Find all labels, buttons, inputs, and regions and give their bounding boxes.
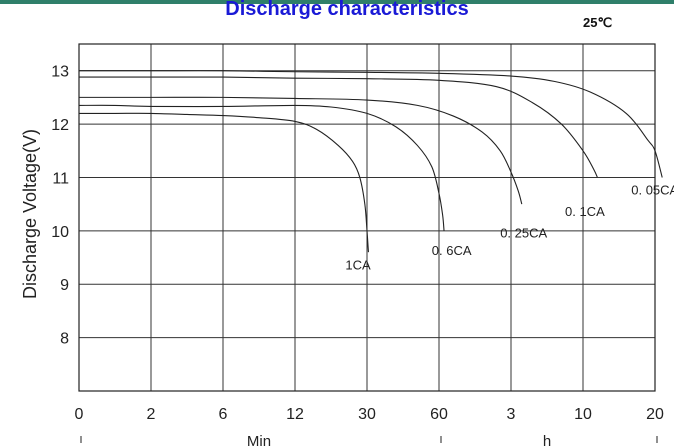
y-tick-label: 13 bbox=[51, 64, 69, 81]
temperature-label: 25℃ bbox=[583, 15, 613, 30]
x-tick-label: 30 bbox=[358, 406, 376, 423]
discharge-curve bbox=[79, 70, 663, 178]
y-tick-label: 12 bbox=[51, 117, 69, 134]
discharge-curve bbox=[79, 96, 523, 205]
x-tick-label: 6 bbox=[219, 406, 228, 423]
y-tick-label: 11 bbox=[52, 170, 69, 187]
x-group-label: h bbox=[543, 433, 551, 448]
top-border bbox=[0, 0, 674, 4]
discharge-curves: 1CA 0. 6CA 0. 25CA 0. 1CA 0. 05CA bbox=[78, 70, 674, 272]
y-tick-label: 9 bbox=[60, 277, 69, 294]
plot-frame bbox=[78, 43, 656, 392]
x-tick-label: 12 bbox=[286, 406, 304, 423]
x-tick-label: 20 bbox=[646, 406, 664, 423]
discharge-curve bbox=[79, 76, 598, 178]
y-tick-labels: 8 9 10 11 12 13 bbox=[51, 64, 69, 348]
x-group-label: Min bbox=[247, 433, 271, 448]
curve-label: 0. 6CA bbox=[432, 243, 472, 258]
chart-title: Discharge characteristics bbox=[225, 0, 469, 20]
x-tick-label: 0 bbox=[75, 406, 84, 423]
x-tick-label: 10 bbox=[574, 406, 592, 423]
curve-label: 0. 25CA bbox=[500, 225, 547, 240]
chart-grid bbox=[79, 44, 655, 391]
x-tick-label: 2 bbox=[147, 406, 156, 423]
y-tick-label: 10 bbox=[51, 224, 69, 241]
y-axis-label: Discharge Voltage(V) bbox=[20, 129, 40, 299]
x-tick-label: 60 bbox=[430, 406, 448, 423]
curve-label: 0. 1CA bbox=[565, 204, 605, 219]
curve-label: 1CA bbox=[345, 257, 371, 272]
discharge-curve bbox=[78, 104, 445, 231]
y-tick-label: 8 bbox=[60, 331, 69, 348]
x-group-labels: Min h bbox=[80, 433, 658, 448]
x-tick-label: 3 bbox=[507, 406, 516, 423]
discharge-curve bbox=[79, 112, 369, 253]
curve-label: 0. 05CA bbox=[631, 183, 674, 198]
x-tick-labels: 0 2 6 12 30 60 3 10 20 bbox=[75, 406, 664, 423]
